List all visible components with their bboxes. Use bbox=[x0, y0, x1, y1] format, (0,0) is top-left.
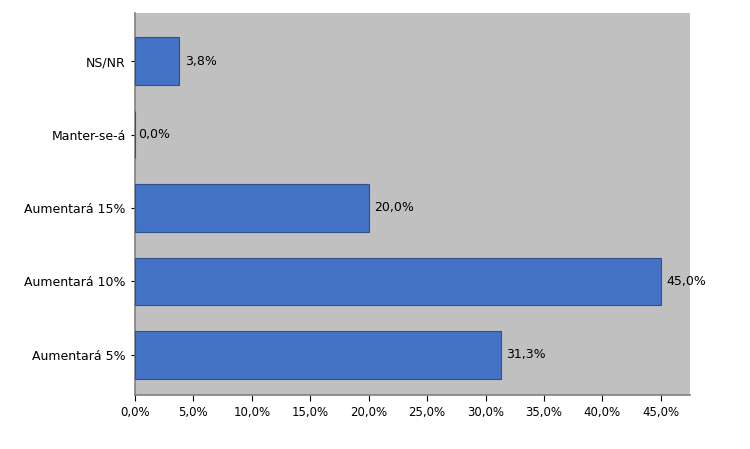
Bar bbox=[135, 184, 369, 232]
Bar bbox=[135, 331, 501, 379]
Text: 20,0%: 20,0% bbox=[374, 202, 415, 215]
Text: 31,3%: 31,3% bbox=[506, 348, 546, 361]
Text: 0,0%: 0,0% bbox=[139, 128, 170, 141]
Text: 45,0%: 45,0% bbox=[667, 275, 706, 288]
Bar bbox=[135, 258, 661, 305]
Bar bbox=[135, 37, 179, 85]
Text: 3,8%: 3,8% bbox=[185, 55, 217, 68]
